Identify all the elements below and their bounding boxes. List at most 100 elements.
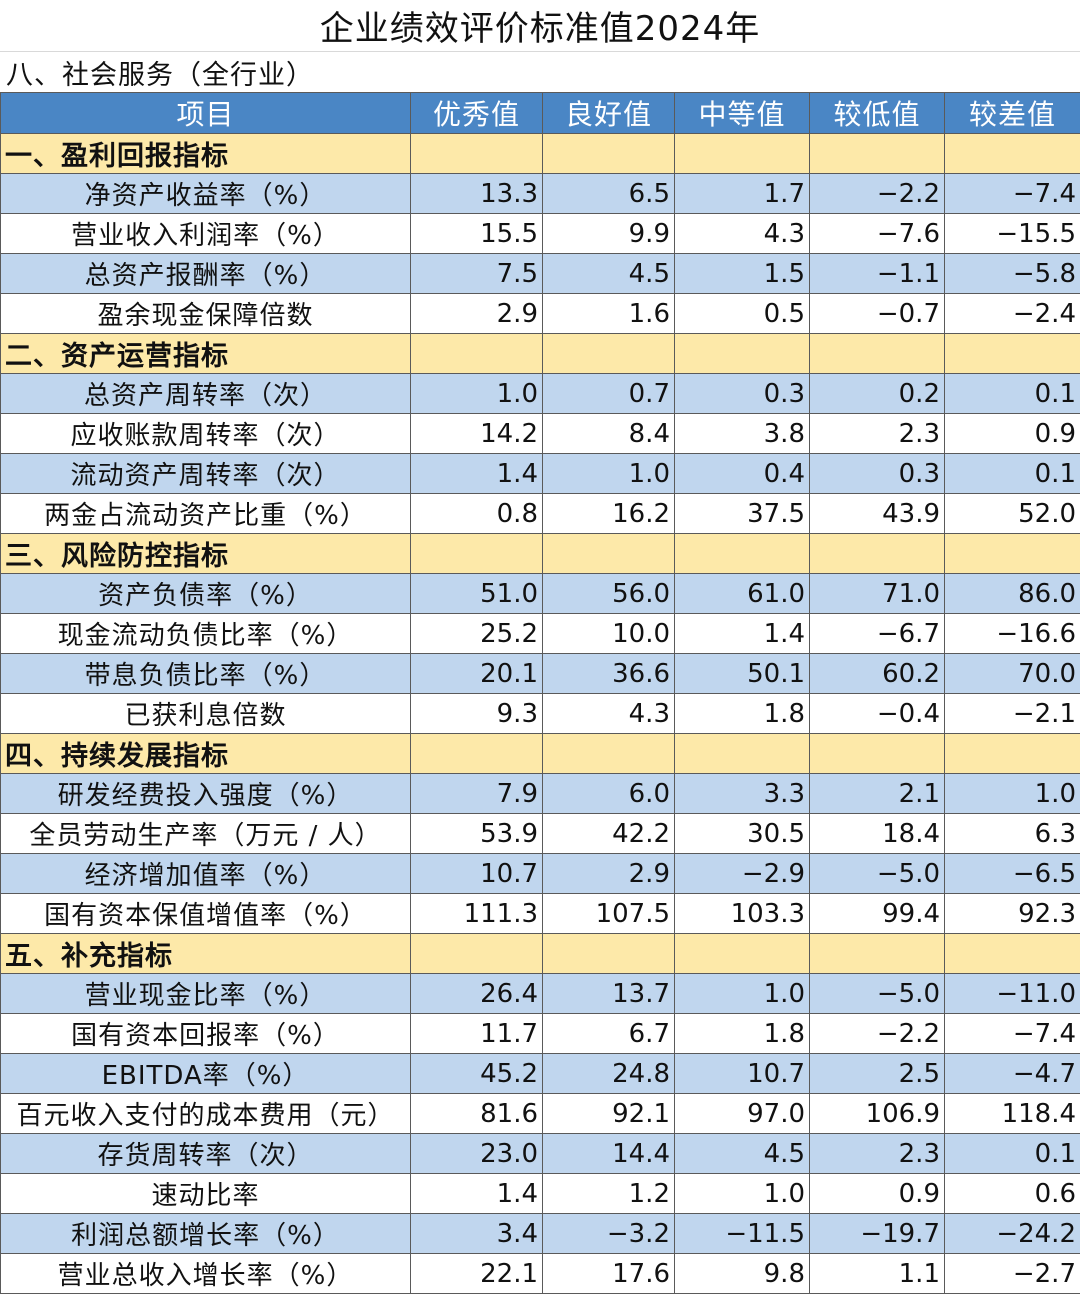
table-row: 净资产收益率（%） 13.3 6.5 1.7 −2.2 −7.4 — [0, 173, 1080, 214]
section-empty-cell — [809, 133, 945, 174]
value-cell: −1.1 — [809, 253, 945, 294]
value-cell: 26.4 — [410, 973, 543, 1014]
value-cell: 92.1 — [542, 1093, 675, 1134]
table-row: EBITDA率（%） 45.2 24.8 10.7 2.5 −4.7 — [0, 1053, 1080, 1094]
section-empty-cell — [944, 933, 1080, 974]
section-empty-cell — [542, 733, 675, 774]
indicator-label: 研发经费投入强度（%） — [0, 773, 411, 814]
indicator-label: 已获利息倍数 — [0, 693, 411, 734]
value-cell: 1.4 — [674, 613, 810, 654]
section-empty-cell — [674, 133, 810, 174]
value-cell: 14.2 — [410, 413, 543, 454]
value-cell: 60.2 — [809, 653, 945, 694]
value-cell: −6.7 — [809, 613, 945, 654]
table-row: 百元收入支付的成本费用（元） 81.6 92.1 97.0 106.9 118.4 — [0, 1093, 1080, 1134]
value-cell: 1.0 — [410, 373, 543, 414]
value-cell: 3.8 — [674, 413, 810, 454]
section-empty-cell — [674, 933, 810, 974]
value-cell: 4.3 — [674, 213, 810, 254]
section-row: 四、持续发展指标 — [0, 733, 1080, 774]
indicator-label: 全员劳动生产率（万元 / 人） — [0, 813, 411, 854]
section-empty-cell — [674, 733, 810, 774]
value-cell: 9.3 — [410, 693, 543, 734]
value-cell: −3.2 — [542, 1213, 675, 1254]
value-cell: −5.0 — [809, 973, 945, 1014]
value-cell: 2.3 — [809, 413, 945, 454]
value-cell: 23.0 — [410, 1133, 543, 1174]
indicator-label: 存货周转率（次） — [0, 1133, 411, 1174]
header-cell-low: 较低值 — [809, 92, 945, 134]
value-cell: 51.0 — [410, 573, 543, 614]
value-cell: 7.9 — [410, 773, 543, 814]
value-cell: 53.9 — [410, 813, 543, 854]
value-cell: 4.5 — [674, 1133, 810, 1174]
value-cell: 10.7 — [674, 1053, 810, 1094]
value-cell: −24.2 — [944, 1213, 1080, 1254]
value-cell: −15.5 — [944, 213, 1080, 254]
section-empty-cell — [944, 133, 1080, 174]
value-cell: 0.7 — [542, 373, 675, 414]
indicator-label: EBITDA率（%） — [0, 1053, 411, 1094]
section-row: 二、资产运营指标 — [0, 333, 1080, 374]
value-cell: −2.9 — [674, 853, 810, 894]
header-cell-item: 项目 — [0, 92, 411, 134]
value-cell: −2.1 — [944, 693, 1080, 734]
value-cell: 2.9 — [542, 853, 675, 894]
value-cell: 4.3 — [542, 693, 675, 734]
value-cell: 0.2 — [809, 373, 945, 414]
value-cell: −7.4 — [944, 1013, 1080, 1054]
section-empty-cell — [944, 733, 1080, 774]
value-cell: −0.4 — [809, 693, 945, 734]
value-cell: 30.5 — [674, 813, 810, 854]
value-cell: −19.7 — [809, 1213, 945, 1254]
value-cell: 99.4 — [809, 893, 945, 934]
standards-table: 项目 优秀值 良好值 中等值 较低值 较差值 一、盈利回报指标 净资产收益率（%）… — [0, 92, 1080, 1294]
value-cell: 4.5 — [542, 253, 675, 294]
section-empty-cell — [944, 333, 1080, 374]
value-cell: 1.0 — [944, 773, 1080, 814]
value-cell: 8.4 — [542, 413, 675, 454]
value-cell: 25.2 — [410, 613, 543, 654]
value-cell: 1.2 — [542, 1173, 675, 1214]
value-cell: −2.2 — [809, 1013, 945, 1054]
indicator-label: 国有资本保值增值率（%） — [0, 893, 411, 934]
value-cell: −0.7 — [809, 293, 945, 334]
indicator-label: 国有资本回报率（%） — [0, 1013, 411, 1054]
indicator-label: 两金占流动资产比重（%） — [0, 493, 411, 534]
indicator-label: 速动比率 — [0, 1173, 411, 1214]
value-cell: 6.0 — [542, 773, 675, 814]
value-cell: 2.1 — [809, 773, 945, 814]
subtitle-text: 八、社会服务（全行业） — [6, 59, 314, 91]
section-title: 五、补充指标 — [0, 933, 411, 974]
table-row: 带息负债比率（%） 20.1 36.6 50.1 60.2 70.0 — [0, 653, 1080, 694]
table-row: 应收账款周转率（次） 14.2 8.4 3.8 2.3 0.9 — [0, 413, 1080, 454]
section-empty-cell — [410, 733, 543, 774]
value-cell: 56.0 — [542, 573, 675, 614]
section-empty-cell — [410, 933, 543, 974]
value-cell: 0.3 — [674, 373, 810, 414]
table-body: 一、盈利回报指标 净资产收益率（%） 13.3 6.5 1.7 −2.2 −7.4 营业收入利… — [0, 133, 1080, 1294]
section-row: 五、补充指标 — [0, 933, 1080, 974]
value-cell: 1.4 — [410, 1173, 543, 1214]
value-cell: 81.6 — [410, 1093, 543, 1134]
value-cell: 1.0 — [542, 453, 675, 494]
indicator-label: 流动资产周转率（次） — [0, 453, 411, 494]
section-empty-cell — [809, 533, 945, 574]
value-cell: 0.1 — [944, 453, 1080, 494]
section-empty-cell — [809, 733, 945, 774]
table-row: 已获利息倍数 9.3 4.3 1.8 −0.4 −2.1 — [0, 693, 1080, 734]
value-cell: 0.9 — [944, 413, 1080, 454]
value-cell: 10.7 — [410, 853, 543, 894]
table-row: 现金流动负债比率（%） 25.2 10.0 1.4 −6.7 −16.6 — [0, 613, 1080, 654]
section-empty-cell — [809, 933, 945, 974]
value-cell: 1.6 — [542, 293, 675, 334]
value-cell: 45.2 — [410, 1053, 543, 1094]
value-cell: −7.4 — [944, 173, 1080, 214]
indicator-label: 盈余现金保障倍数 — [0, 293, 411, 334]
section-title: 二、资产运营指标 — [0, 333, 411, 374]
indicator-label: 营业总收入增长率（%） — [0, 1253, 411, 1294]
value-cell: 118.4 — [944, 1093, 1080, 1134]
value-cell: 24.8 — [542, 1053, 675, 1094]
table-row: 经济增加值率（%） 10.7 2.9 −2.9 −5.0 −6.5 — [0, 853, 1080, 894]
